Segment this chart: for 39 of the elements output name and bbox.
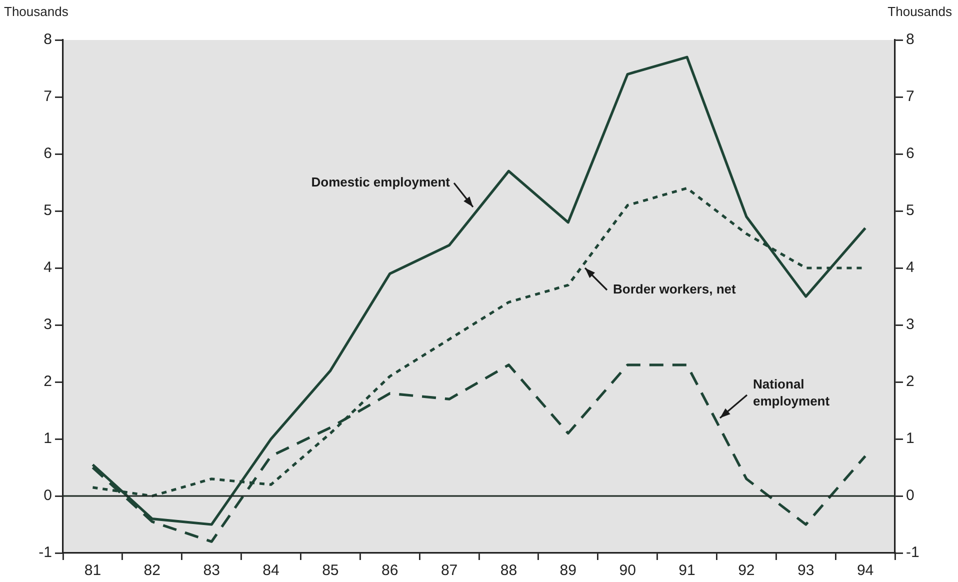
x-tick-label: 94 — [856, 562, 874, 580]
y2-tick-label: 8 — [906, 31, 914, 48]
y-tick-label: 1 — [44, 430, 52, 448]
y-tick-label: 3 — [44, 316, 52, 334]
x-tick-label: 90 — [619, 562, 636, 580]
y-tick-label: 5 — [44, 202, 52, 220]
x-tick-label: 91 — [678, 562, 696, 580]
y-tick-label: 6 — [44, 145, 52, 162]
x-tick-label: 82 — [144, 562, 160, 580]
y2-axis-title: Thousands — [888, 4, 952, 19]
y2-tick-label: 7 — [906, 88, 914, 106]
x-tick-label: 88 — [500, 562, 518, 580]
x-tick-label: 85 — [322, 562, 339, 580]
y2-tick-label: 6 — [906, 145, 914, 162]
y-tick-label: -1 — [38, 544, 52, 562]
x-tick-label: 83 — [203, 562, 220, 580]
x-tick-label: 89 — [560, 562, 576, 580]
y2-tick-label: 0 — [906, 487, 914, 504]
text: National employment — [753, 376, 830, 409]
y2-tick-label: 1 — [906, 430, 914, 448]
text: Domestic employment — [311, 174, 451, 190]
x-tick-label: 92 — [738, 562, 755, 580]
y2-tick-label: 2 — [906, 373, 914, 390]
y-tick-label: 0 — [44, 487, 52, 504]
x-tick-label: 87 — [440, 562, 458, 580]
y-tick-label: 8 — [44, 31, 52, 48]
x-tick-label: 81 — [84, 562, 102, 580]
y2-tick-label: 4 — [906, 259, 914, 276]
y-axis-title: Thousands — [4, 4, 68, 19]
y-tick-label: 7 — [44, 88, 52, 106]
y-tick-label: 4 — [44, 259, 52, 276]
y2-tick-label: 5 — [906, 202, 914, 220]
x-tick-label: 84 — [262, 562, 280, 580]
x-tick-label: 86 — [382, 562, 398, 580]
y2-tick-label: -1 — [906, 544, 920, 562]
text: Border workers, net — [613, 282, 736, 297]
y2-tick-label: 3 — [906, 316, 914, 334]
y-tick-label: 2 — [44, 373, 52, 390]
x-tick-label: 93 — [798, 562, 814, 580]
